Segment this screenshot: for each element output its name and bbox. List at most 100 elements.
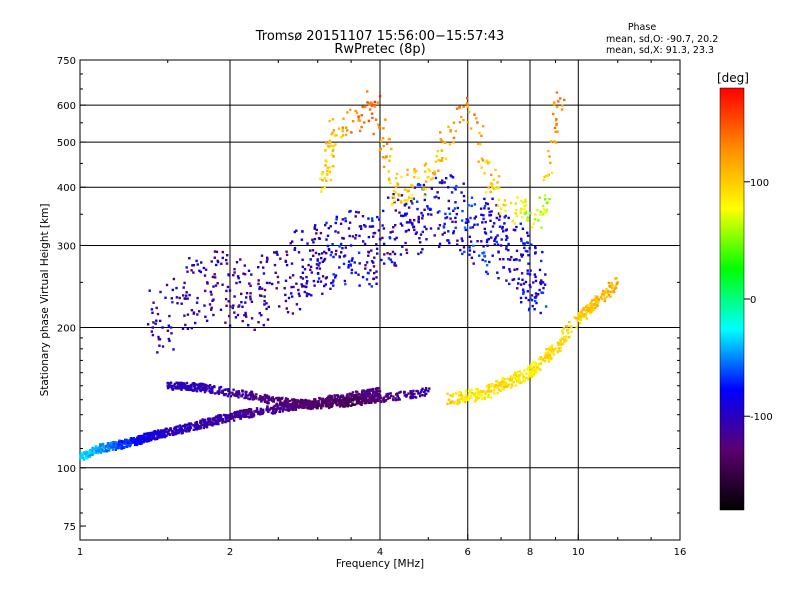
data-point <box>177 428 180 431</box>
data-point <box>218 388 221 391</box>
data-point <box>303 290 306 294</box>
data-point <box>557 347 560 350</box>
data-point <box>415 389 418 393</box>
data-point <box>324 277 328 280</box>
data-point <box>378 390 382 393</box>
data-point <box>354 215 357 218</box>
data-point <box>184 383 187 387</box>
data-point <box>85 454 89 457</box>
data-point <box>263 295 266 298</box>
data-point <box>490 236 493 239</box>
data-point <box>406 173 409 176</box>
data-point <box>310 400 313 403</box>
data-point <box>518 374 521 377</box>
data-point <box>243 273 247 276</box>
data-point <box>111 448 115 451</box>
data-point <box>285 307 288 310</box>
data-point <box>533 308 536 311</box>
data-point <box>382 145 385 148</box>
data-point <box>524 198 527 201</box>
data-point <box>487 186 490 189</box>
data-point <box>539 213 542 216</box>
data-point <box>123 440 126 443</box>
data-point <box>339 399 342 402</box>
data-point <box>385 393 388 396</box>
data-point <box>289 399 292 403</box>
data-point <box>430 187 433 190</box>
data-point <box>433 234 436 237</box>
data-point <box>183 429 186 432</box>
data-point <box>485 202 488 205</box>
data-point <box>382 209 385 213</box>
data-point <box>245 390 248 394</box>
data-point <box>465 97 469 100</box>
data-point <box>324 223 327 227</box>
data-point <box>424 389 427 392</box>
data-point <box>459 397 463 400</box>
data-point <box>413 168 416 171</box>
data-point <box>331 118 335 121</box>
data-point <box>340 394 343 398</box>
data-point <box>369 269 372 272</box>
data-point <box>330 281 333 285</box>
data-point <box>218 386 221 389</box>
data-point <box>412 225 416 228</box>
data-point <box>155 319 158 322</box>
data-point <box>529 212 532 215</box>
data-point <box>507 249 510 252</box>
data-point <box>519 296 523 300</box>
data-point <box>370 260 374 263</box>
data-point <box>557 100 560 103</box>
data-point <box>358 262 361 265</box>
data-point <box>559 340 563 343</box>
data-point <box>503 222 506 225</box>
data-point <box>595 298 599 301</box>
data-point <box>335 215 338 219</box>
data-point <box>581 315 584 318</box>
data-point <box>272 406 275 410</box>
data-point <box>591 308 594 311</box>
data-point <box>485 270 488 274</box>
data-point <box>185 266 188 269</box>
data-point <box>158 435 162 439</box>
data-point <box>110 443 113 446</box>
data-point <box>231 306 234 310</box>
data-point <box>351 402 354 406</box>
data-point <box>254 410 257 413</box>
data-point <box>330 153 333 156</box>
data-point <box>337 127 341 130</box>
data-point <box>439 159 442 162</box>
data-point <box>284 398 288 401</box>
y-tick-label: 600 <box>57 101 76 112</box>
data-point <box>362 389 365 392</box>
data-point <box>252 415 255 418</box>
data-point <box>507 384 510 387</box>
data-point <box>326 234 330 237</box>
data-point <box>337 402 341 405</box>
data-point <box>458 391 461 394</box>
data-point <box>237 277 240 280</box>
data-point <box>196 423 199 427</box>
data-point <box>90 449 94 452</box>
data-point <box>530 294 534 297</box>
data-point <box>127 439 130 442</box>
data-point <box>444 157 448 160</box>
data-point <box>578 315 581 318</box>
data-point <box>483 391 487 394</box>
data-point <box>287 400 291 403</box>
data-point <box>498 175 501 178</box>
data-point <box>288 408 291 411</box>
data-point <box>417 176 420 179</box>
data-point <box>228 417 232 421</box>
data-point <box>521 278 524 281</box>
data-point <box>382 127 385 130</box>
data-point <box>282 403 285 406</box>
data-point <box>210 260 213 263</box>
data-point <box>102 444 105 447</box>
data-point <box>204 423 207 426</box>
data-point <box>355 210 358 214</box>
data-point <box>239 258 242 261</box>
data-point <box>332 279 335 282</box>
data-point <box>354 390 358 393</box>
data-point <box>329 225 332 228</box>
